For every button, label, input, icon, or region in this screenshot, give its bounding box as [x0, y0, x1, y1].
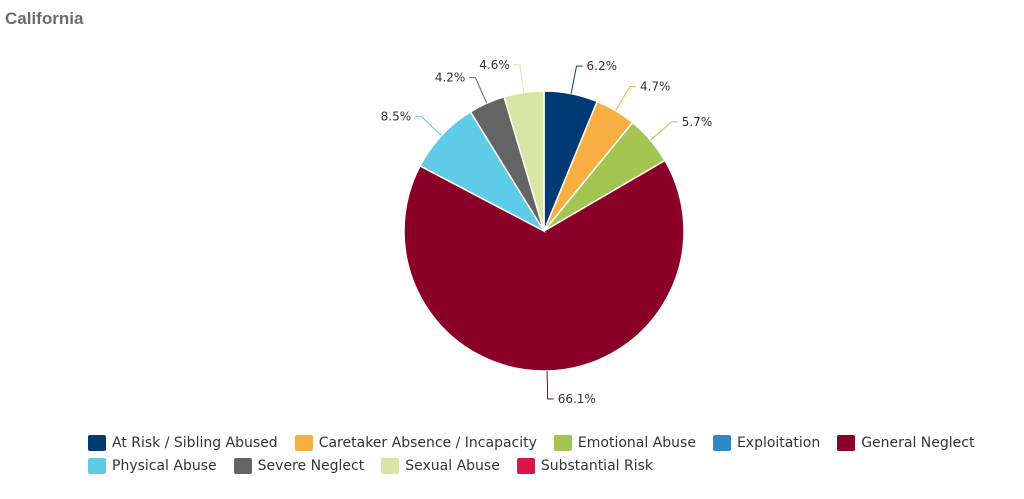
- legend-label: General Neglect: [861, 434, 975, 451]
- legend-item-substantial-risk[interactable]: Substantial Risk: [516, 457, 654, 474]
- legend-item-emotional-abuse[interactable]: Emotional Abuse: [553, 434, 696, 451]
- legend-label: Sexual Abuse: [405, 457, 500, 474]
- legend-item-physical-abuse[interactable]: Physical Abuse: [88, 457, 217, 474]
- legend-label: Severe Neglect: [257, 457, 365, 474]
- legend-item-at-risk-sibling-abused[interactable]: At Risk / Sibling Abused: [88, 434, 278, 451]
- connector-at-risk-sibling-abused: [570, 65, 583, 94]
- legend-item-caretaker-absence-incapacity[interactable]: Caretaker Absence / Incapacity: [294, 434, 537, 451]
- legend-swatch: [88, 457, 106, 474]
- legend-swatch: [712, 434, 731, 451]
- data-label-severe-neglect: 4.2%: [435, 71, 466, 85]
- legend-swatch: [516, 457, 535, 474]
- connector-sexual-abuse: [513, 64, 525, 93]
- legend-label: Exploitation: [736, 434, 821, 451]
- data-label-at-risk-sibling-abused: 6.2%: [587, 59, 618, 73]
- legend-swatch: [294, 434, 313, 451]
- data-label-general-neglect: 66.1%: [558, 392, 596, 406]
- connector-physical-abuse: [415, 115, 442, 136]
- connector-general-neglect: [546, 370, 554, 400]
- legend-swatch: [837, 434, 856, 451]
- pie-slice-sexual-abuse[interactable]: [503, 90, 545, 232]
- data-label-emotional-abuse: 5.7%: [682, 115, 713, 129]
- pie-slice-general-neglect[interactable]: [403, 159, 685, 372]
- legend-swatch: [88, 434, 106, 451]
- data-label-sexual-abuse: 4.6%: [479, 58, 510, 72]
- legend-label: Physical Abuse: [112, 457, 217, 474]
- legend-swatch: [553, 434, 572, 451]
- legend-label: At Risk / Sibling Abused: [112, 434, 278, 451]
- data-label-physical-abuse: 8.5%: [381, 109, 412, 123]
- data-label-caretaker-absence-incapacity: 4.7%: [640, 80, 671, 94]
- pie-chart: 6.2% 4.7% 5.7% 66.1% 8.5% 4.2% 4.6%: [381, 58, 713, 406]
- connector-emotional-abuse: [650, 121, 678, 141]
- legend-item-severe-neglect[interactable]: Severe Neglect: [233, 457, 365, 474]
- legend-swatch: [381, 457, 400, 474]
- legend-item-exploitation[interactable]: Exploitation: [712, 434, 821, 451]
- legend-item-general-neglect[interactable]: General Neglect: [837, 434, 974, 451]
- chart-legend: At Risk / Sibling Abused Caretaker Absenc…: [88, 434, 1018, 474]
- legend-item-sexual-abuse[interactable]: Sexual Abuse: [381, 457, 500, 474]
- legend-label: Caretaker Absence / Incapacity: [318, 434, 537, 451]
- legend-label: Substantial Risk: [540, 457, 654, 474]
- chart-title: California: [5, 9, 84, 28]
- legend-swatch: [233, 457, 252, 474]
- connector-caretaker-absence-incapacity: [615, 86, 636, 111]
- connector-severe-neglect: [469, 77, 488, 104]
- legend-label: Emotional Abuse: [577, 434, 696, 451]
